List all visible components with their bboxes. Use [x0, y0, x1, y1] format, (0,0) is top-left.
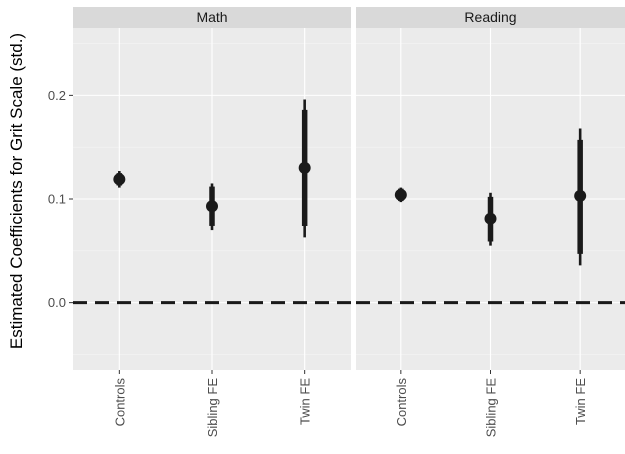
panel-math: Math Controls Sibling FE Twin FE — [73, 7, 351, 437]
x-tick-label: Sibling FE — [484, 378, 499, 438]
y-axis-title: Estimated Coefficients for Grit Scale (s… — [7, 33, 26, 349]
x-tick-label: Controls — [394, 378, 409, 427]
coefficient-point-group — [574, 128, 587, 266]
facet-label: Reading — [464, 9, 516, 25]
coefficient-point-group — [113, 171, 126, 188]
point-estimate — [113, 173, 126, 186]
panels-layer: Math Controls Sibling FE Twin FE Reading Cont… — [73, 7, 625, 437]
x-tick-label: Twin FE — [573, 378, 588, 425]
x-tick-label: Twin FE — [298, 378, 313, 425]
y-tick-label: 0.0 — [48, 295, 66, 310]
panel-reading: Reading Controls Sibling FE Twin FE — [356, 7, 625, 437]
facet-label: Math — [196, 9, 227, 25]
y-tick-label: 0.1 — [48, 192, 66, 207]
y-axis: 0.0 0.1 0.2 — [48, 88, 73, 310]
coefficient-point-group — [206, 183, 218, 231]
point-estimate — [206, 200, 218, 213]
point-estimate — [574, 189, 587, 202]
point-estimate — [394, 188, 407, 201]
x-tick-label: Controls — [112, 378, 127, 427]
y-tick-label: 0.2 — [48, 88, 66, 103]
point-estimate — [484, 212, 497, 225]
point-estimate — [298, 161, 311, 174]
x-tick-label: Sibling FE — [205, 378, 220, 438]
facet-strip — [356, 7, 625, 28]
coefficient-point-group — [394, 187, 407, 203]
coefficient-point-group — [298, 99, 311, 238]
facet-strip — [73, 7, 351, 28]
coefficient-point-group — [484, 192, 497, 246]
